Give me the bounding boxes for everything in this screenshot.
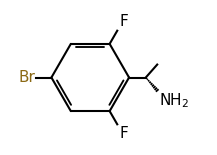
Text: F: F bbox=[119, 126, 128, 141]
Text: Br: Br bbox=[18, 70, 35, 85]
Text: NH$_2$: NH$_2$ bbox=[159, 91, 189, 110]
Text: F: F bbox=[119, 14, 128, 29]
